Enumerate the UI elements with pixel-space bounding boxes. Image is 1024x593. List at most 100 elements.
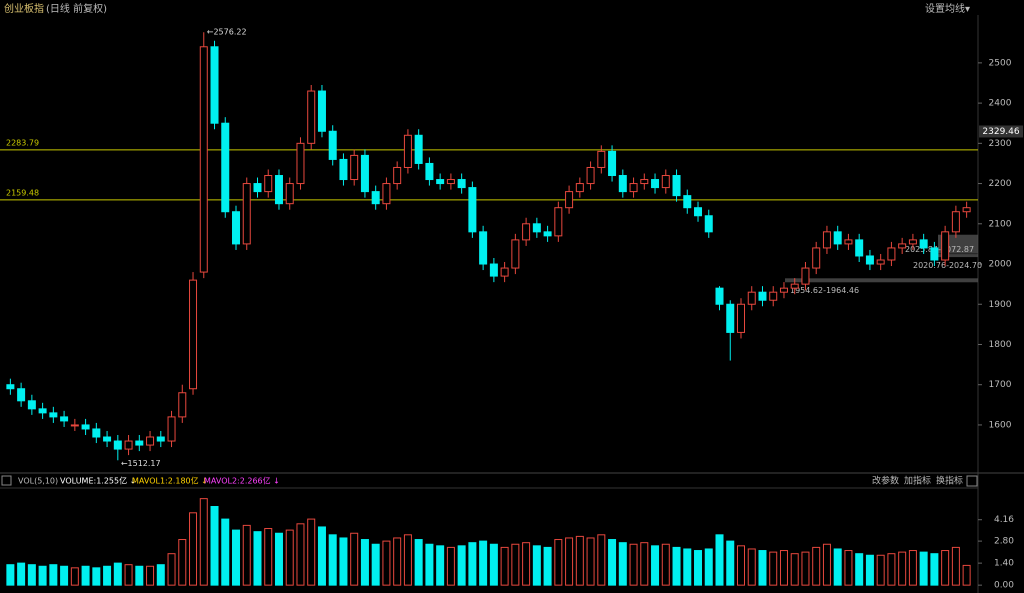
candle-body xyxy=(833,231,842,245)
volume-bar xyxy=(27,564,36,586)
candle-body xyxy=(382,183,391,205)
volume-bar xyxy=(779,550,788,586)
y-tick-label: 2000 xyxy=(989,260,1012,270)
candle-body xyxy=(715,287,724,305)
volume-bar xyxy=(253,531,262,586)
zone xyxy=(785,278,978,283)
subtitle: (日线 前复权) xyxy=(46,2,107,15)
candle-body xyxy=(339,158,348,181)
indicator-button[interactable]: 改参数 xyxy=(872,475,899,487)
volume-bar xyxy=(489,543,498,586)
candle-body xyxy=(608,150,617,177)
volume-bar xyxy=(801,551,810,586)
volume-bar xyxy=(296,523,305,586)
volume-header: VOLUME:1.255亿 ↓ xyxy=(60,476,136,486)
candle-body xyxy=(296,142,305,185)
y-tick-label: 2.80 xyxy=(994,537,1014,547)
volume-bar xyxy=(479,540,488,586)
candle-body xyxy=(919,239,928,249)
help-icon[interactable] xyxy=(1,475,12,486)
candle-body xyxy=(317,90,326,132)
candle-body xyxy=(575,183,584,193)
candle-body xyxy=(726,303,735,333)
candle-body xyxy=(489,263,498,277)
volume-bar xyxy=(586,537,595,586)
y-tick-label: 2300 xyxy=(989,139,1012,149)
volume-bar xyxy=(274,532,283,586)
volume-bar xyxy=(694,550,703,586)
volume-bar xyxy=(49,564,58,586)
volume-bar xyxy=(618,542,627,586)
volume-bar xyxy=(500,546,509,586)
volume-bar xyxy=(199,498,208,586)
candle-body xyxy=(479,231,488,265)
candle-body xyxy=(199,46,208,273)
candle-body xyxy=(736,303,745,333)
candle-body xyxy=(661,175,670,189)
candle-body xyxy=(414,134,423,164)
indicator-button[interactable]: 加指标 xyxy=(904,475,931,487)
candle-body xyxy=(543,231,552,237)
volume-bar xyxy=(565,537,574,586)
volume-bar xyxy=(522,542,531,586)
volume-bar xyxy=(919,551,928,586)
candle-body xyxy=(468,187,477,233)
volume-bar xyxy=(178,539,187,586)
candle-body xyxy=(887,247,896,261)
close-icon[interactable] xyxy=(966,475,978,487)
volume-bar xyxy=(876,554,885,586)
volume-bar xyxy=(822,543,831,586)
candle-body xyxy=(124,440,133,450)
candle-body xyxy=(264,175,273,193)
volume-bar xyxy=(640,542,649,586)
candle-body xyxy=(113,440,122,450)
volume-bar xyxy=(167,553,176,586)
y-tick-label: 1800 xyxy=(989,340,1012,350)
settings[interactable]: 设置均线▾ xyxy=(925,2,970,15)
y-tick-label: 2100 xyxy=(989,219,1012,229)
indicator-button[interactable]: 换指标 xyxy=(936,475,963,487)
volume-bar xyxy=(865,554,874,586)
y-tick-label: 1.40 xyxy=(994,559,1014,569)
candle-body xyxy=(522,223,531,241)
volume-bar xyxy=(575,535,584,586)
candle-body xyxy=(779,287,788,293)
volume-bar xyxy=(951,546,960,586)
volume-bar xyxy=(930,553,939,586)
candle-body xyxy=(822,231,831,249)
candle-body xyxy=(908,239,917,245)
candle-body xyxy=(92,428,101,438)
volume-bar xyxy=(608,539,617,586)
volume-bar xyxy=(651,545,660,586)
min-label: ←1512.17 xyxy=(121,459,161,468)
volume-bar xyxy=(38,565,47,586)
candle-body xyxy=(876,259,885,265)
volume-bar xyxy=(758,550,767,586)
volume-bar xyxy=(113,562,122,586)
candle-body xyxy=(60,416,69,422)
candle-body xyxy=(146,436,155,446)
volume-bar xyxy=(683,548,692,586)
volume-bar xyxy=(661,543,670,586)
candle-body xyxy=(586,166,595,185)
candle-body xyxy=(683,195,692,209)
zone-label: 1954.62-1964.46 xyxy=(790,286,859,295)
volume-bar xyxy=(339,537,348,586)
volume-bar xyxy=(532,545,541,586)
level-label: 2159.48 xyxy=(6,188,39,197)
volume-bar xyxy=(769,551,778,586)
candle-body xyxy=(951,211,960,233)
candle-body xyxy=(242,183,251,245)
volume-bar xyxy=(382,540,391,586)
volume-bar xyxy=(81,565,90,586)
level-label: 2283.79 xyxy=(6,138,39,147)
candle-body xyxy=(640,179,649,185)
candle-body xyxy=(403,134,412,168)
candle-body xyxy=(865,255,874,265)
volume-bar xyxy=(210,506,219,586)
candle-body xyxy=(17,388,26,402)
volume-bar xyxy=(747,548,756,586)
y-tick-label: 1600 xyxy=(989,420,1012,430)
volume-bar xyxy=(855,553,864,586)
